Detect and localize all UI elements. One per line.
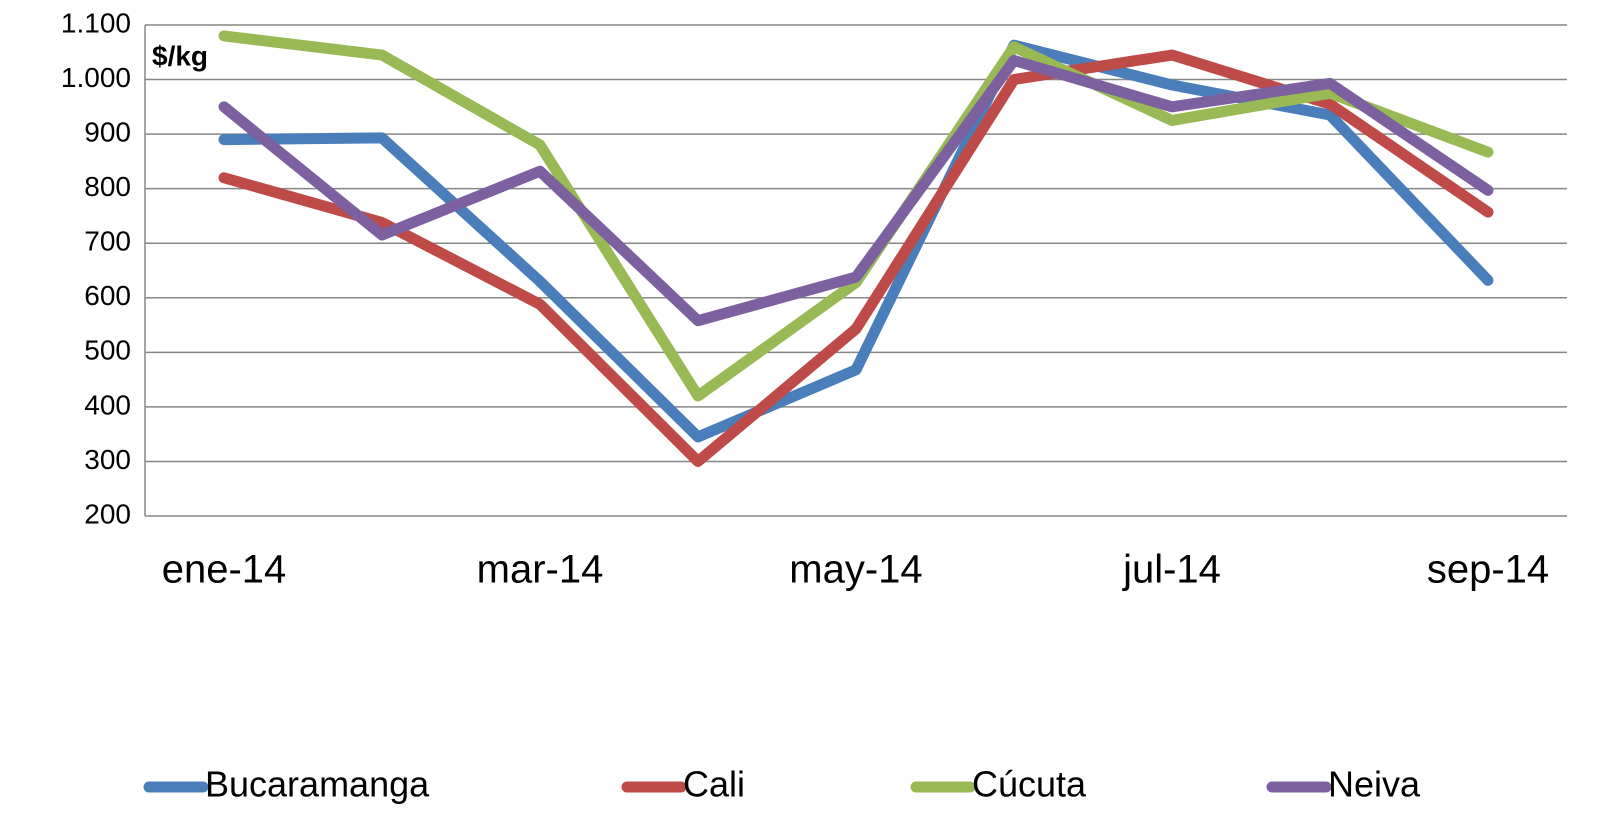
y-tick-label: 500 bbox=[84, 335, 131, 366]
legend-label: Cali bbox=[683, 764, 745, 805]
y-tick-label: 300 bbox=[84, 444, 131, 475]
x-tick-label: mar-14 bbox=[477, 548, 604, 592]
legend-label: Cúcuta bbox=[972, 764, 1087, 805]
y-tick-label: 700 bbox=[84, 226, 131, 257]
y-tick-label: 1.000 bbox=[61, 62, 131, 93]
series-line bbox=[218, 49, 1494, 467]
x-tick-label: sep-14 bbox=[1427, 548, 1549, 592]
x-tick-label: ene-14 bbox=[162, 548, 287, 592]
series-line bbox=[218, 54, 1494, 327]
x-tick-label: jul-14 bbox=[1122, 548, 1221, 592]
y-tick-label: 800 bbox=[84, 171, 131, 202]
legend-label: Bucaramanga bbox=[205, 764, 430, 805]
y-tick-label: 400 bbox=[84, 389, 131, 420]
y-tick-label: 600 bbox=[84, 280, 131, 311]
y-tick-label: 900 bbox=[84, 117, 131, 148]
y-tick-label: 200 bbox=[84, 498, 131, 529]
x-tick-label: may-14 bbox=[789, 548, 922, 592]
legend-label: Neiva bbox=[1328, 764, 1421, 805]
unit-annotation: $/kg bbox=[152, 40, 208, 71]
y-tick-label: 1.100 bbox=[61, 7, 131, 38]
